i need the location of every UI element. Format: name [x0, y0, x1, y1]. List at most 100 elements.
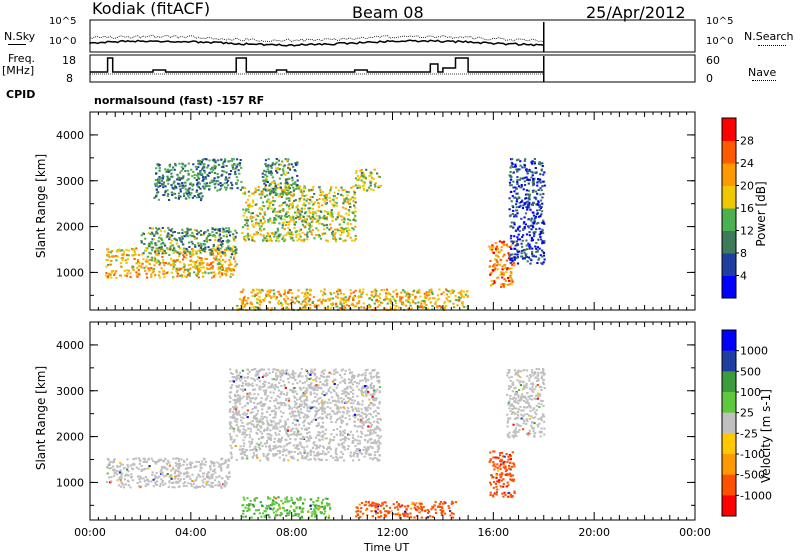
power-scatter-cell	[277, 183, 280, 186]
power-scatter-cell	[225, 181, 228, 184]
power-scatter-cell	[225, 230, 228, 233]
power-scatter-cell	[518, 168, 521, 171]
velocity-scatter-cell	[346, 448, 349, 450]
power-scatter-cell	[195, 274, 199, 277]
power-scatter-cell	[536, 181, 539, 184]
velocity-scatter-cell	[347, 445, 350, 448]
velocity-scatter-cell	[154, 462, 157, 465]
power-scatter-cell	[523, 221, 526, 224]
power-scatter-cell	[188, 196, 191, 199]
power-scatter-cell	[330, 306, 333, 309]
power-scatter-cell	[155, 247, 158, 250]
velocity-scatter-cell	[285, 393, 288, 396]
power-scatter-cell	[159, 262, 162, 264]
power-scatter-cell	[223, 182, 226, 185]
velocity-scatter-cell	[241, 369, 244, 372]
velocity-scatter-cell	[326, 384, 329, 387]
power-scatter-cell	[273, 221, 276, 224]
power-scatter-cell	[500, 249, 503, 252]
velocity-scatter-cell	[356, 439, 359, 442]
velocity-scatter-cell	[214, 471, 217, 474]
power-scatter-cell	[151, 246, 155, 249]
power-scatter-cell	[539, 254, 542, 257]
power-scatter-cell	[513, 223, 516, 226]
power-scatter-cell	[198, 196, 201, 199]
velocity-scatter-cell	[346, 401, 349, 404]
velocity-scatter-cell	[306, 432, 309, 435]
velocity-scatter-cell	[309, 393, 312, 396]
power-scatter-cell	[246, 236, 249, 239]
velocity-scatter-cell	[197, 460, 200, 463]
velocity-scatter-cell	[258, 385, 261, 388]
power-scatter-cell	[539, 173, 542, 176]
power-scatter-cell	[198, 256, 201, 259]
power-scatter-cell	[155, 243, 158, 246]
power-scatter-cell	[352, 200, 355, 203]
power-scatter-cell	[511, 162, 514, 165]
velocity-scatter-cell	[335, 392, 338, 395]
power-scatter-cell	[298, 188, 302, 191]
velocity-scatter-cell	[290, 429, 293, 432]
velocity-scatter-cell	[276, 449, 280, 452]
power-scatter-cell	[144, 269, 147, 272]
power-scatter-cell	[449, 292, 452, 295]
power-scatter-cell	[188, 241, 191, 244]
velocity-scatter-cell	[158, 475, 161, 478]
power-scatter-cell	[224, 269, 227, 272]
power-scatter-cell	[245, 299, 248, 302]
velocity-scatter-cell	[250, 423, 253, 426]
velocity-scatter-cell	[176, 477, 179, 480]
nave-tick-top: 60	[706, 54, 720, 67]
power-scatter-cell	[214, 273, 217, 276]
power-scatter-cell	[389, 293, 392, 296]
power-scatter-cell	[531, 247, 534, 250]
velocity-scatter-cell	[351, 434, 354, 437]
power-scatter-cell	[362, 188, 365, 191]
velocity-scatter-cell	[315, 400, 318, 403]
power-scatter-cell	[352, 228, 355, 231]
velocity-scatter-cell	[123, 478, 126, 481]
velocity-scatter-cell	[304, 394, 307, 397]
power-scatter-cell	[241, 226, 245, 229]
power-scatter-cell	[326, 212, 330, 215]
velocity-scatter-cell	[379, 435, 382, 438]
power-scatter-cell	[303, 295, 306, 298]
power-scatter-cell	[241, 301, 244, 304]
velocity-scatter-cell	[375, 398, 378, 401]
power-scatter-cell	[246, 219, 249, 222]
velocity-scatter-cell	[302, 438, 306, 440]
power-scatter-cell	[155, 194, 158, 197]
velocity-scatter-cell	[298, 433, 301, 436]
velocity-scatter-cell	[236, 386, 239, 388]
power-scatter-cell	[428, 298, 431, 301]
velocity-scatter-cell	[235, 458, 238, 461]
power-scatter-cell	[206, 166, 209, 169]
power-scatter-cell	[510, 257, 513, 260]
power-scatter-cell	[290, 299, 293, 302]
power-scatter-cell	[185, 276, 188, 278]
power-scatter-cell	[122, 250, 126, 253]
power-scatter-cell	[211, 159, 214, 162]
power-scatter-cell	[151, 249, 154, 252]
power-scatter-cell	[307, 215, 310, 218]
power-scatter-cell	[293, 199, 296, 202]
velocity-scatter-cell	[335, 394, 338, 397]
velocity-scatter-cell	[340, 418, 343, 421]
power-scatter-cell	[197, 172, 200, 175]
power-scatter-cell	[321, 204, 324, 207]
power-scatter-cell	[334, 231, 337, 234]
velocity-scatter-cell	[306, 445, 309, 448]
power-scatter-cell	[267, 164, 270, 167]
power-scatter-cell	[173, 249, 176, 252]
velocity-scatter-cell	[235, 384, 238, 387]
velocity-scatter-cell	[263, 374, 266, 377]
power-scatter-cell	[511, 253, 514, 256]
velocity-scatter-cell	[275, 453, 279, 456]
velocity-scatter-cell	[356, 455, 359, 458]
velocity-scatter-cell	[349, 451, 352, 454]
power-scatter-cell	[514, 196, 517, 199]
velocity-scatter-cell	[316, 445, 319, 448]
velocity-scatter-cell	[178, 464, 181, 467]
velocity-scatter-cell	[119, 478, 122, 481]
power-scatter-cell	[533, 232, 536, 235]
